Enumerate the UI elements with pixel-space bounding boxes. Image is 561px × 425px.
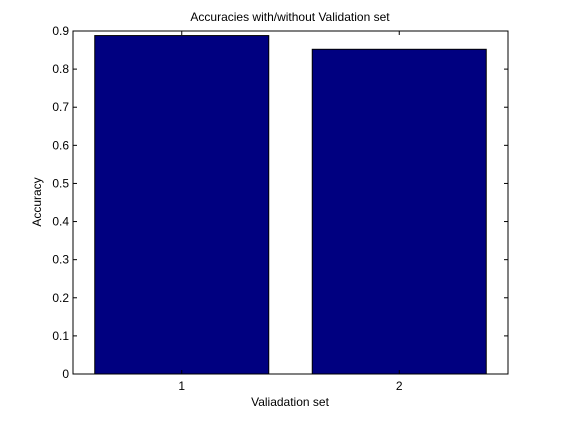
y-tick-label: 0.8 bbox=[52, 62, 69, 76]
y-tick-label: 0.7 bbox=[52, 100, 69, 114]
y-axis-label: Accuracy bbox=[30, 177, 44, 226]
x-tick-label: 2 bbox=[396, 379, 403, 393]
y-tick-label: 0.3 bbox=[52, 253, 69, 267]
y-tick-label: 0.4 bbox=[52, 215, 69, 229]
y-tick-label: 0 bbox=[62, 367, 69, 381]
chart-title: Accuracies with/without Validation set bbox=[190, 10, 390, 24]
y-tick-label: 0.5 bbox=[52, 176, 69, 190]
y-tick-label: 0.9 bbox=[52, 24, 69, 38]
x-tick-label: 1 bbox=[178, 379, 185, 393]
bar-2 bbox=[311, 48, 487, 375]
y-tick-label: 0.6 bbox=[52, 138, 69, 152]
bar-1 bbox=[94, 35, 270, 375]
y-axis: 0 0.1 0.2 0.3 0.4 0.5 0.6 0.7 0.8 0.9 bbox=[52, 24, 508, 381]
y-tick-label: 0.2 bbox=[52, 291, 69, 305]
y-tick-label: 0.1 bbox=[52, 329, 69, 343]
x-axis-label: Valiadation set bbox=[251, 395, 329, 409]
bars-group bbox=[94, 35, 487, 375]
plot-area bbox=[72, 30, 509, 375]
